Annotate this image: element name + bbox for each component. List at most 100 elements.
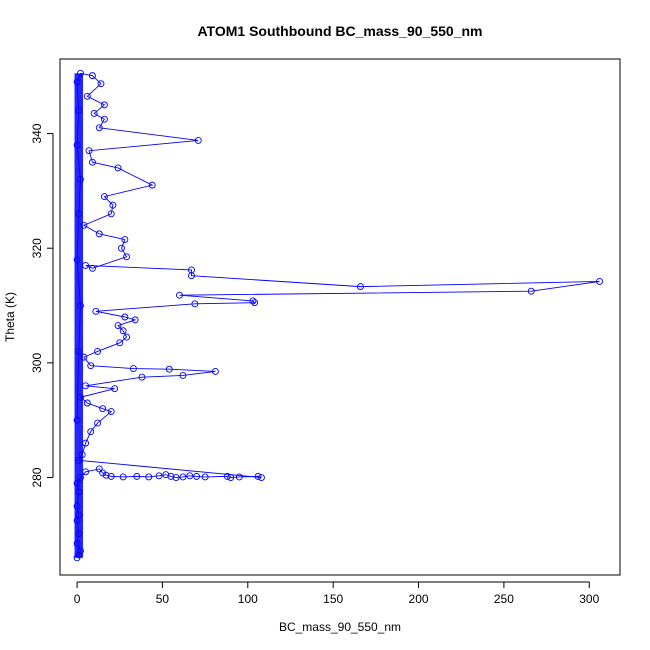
data-point [75,107,83,115]
data-point [87,428,95,436]
data-point [118,244,125,252]
data-point [254,472,262,480]
data-point [73,141,81,149]
data-point [133,472,141,480]
data-point [95,465,103,473]
data-point [77,393,84,401]
series-layer [73,69,603,562]
data-point [73,78,81,86]
data-point [92,307,100,315]
data-point [83,399,91,407]
data-point [100,193,108,201]
data-point [107,472,115,480]
y-tick-label: 300 [30,353,44,373]
y-axis-label: Theta (K) [3,292,17,342]
plot-area-frame [59,58,621,576]
data-point [87,362,95,370]
data-point [121,236,129,244]
dense-point-band [74,73,84,558]
x-tick-label: 200 [409,592,429,606]
data-point [131,316,139,324]
data-point [114,322,122,330]
data-point [78,451,86,459]
data-point [102,471,110,479]
data-point [75,551,83,559]
data-point [194,136,202,144]
data-point [99,405,107,413]
series-line [76,72,600,559]
data-point [129,365,137,373]
data-point [527,287,535,295]
data-point [123,253,131,261]
y-tick-label: 280 [30,467,44,487]
data-point [75,488,83,496]
data-point [107,210,115,218]
data-point [223,472,231,480]
data-point [77,474,84,481]
data-point [75,210,83,218]
data-point [100,101,108,109]
data-point [95,124,103,132]
x-axis: 0 50 100 150 200 250 300 [74,581,600,606]
data-point [596,278,603,285]
data-point [148,181,156,189]
data-point [82,261,90,269]
data-point [258,474,265,481]
y-tick-label: 320 [30,238,44,258]
data-point [90,110,98,117]
data-point [73,479,81,487]
data-point [88,158,96,166]
data-point [251,299,259,307]
chart-title: ATOM1 Southbound BC_mass_90_550_nm [197,23,482,39]
x-axis-label: BC_mass_90_550_nm [279,620,401,634]
data-point [201,473,209,481]
x-tick-label: 150 [323,592,343,606]
data-point [138,373,146,381]
data-point [121,313,129,321]
data-point [193,472,201,480]
x-tick-label: 250 [494,592,514,606]
data-point [211,368,219,375]
data-point [357,283,364,291]
data-point [77,302,84,309]
data-point [97,80,105,88]
data-point [179,473,187,481]
data-point [73,502,81,510]
data-point [235,473,243,481]
data-point [77,69,84,77]
data-point [191,300,199,308]
y-tick-label: 340 [30,123,44,143]
data-point [73,416,81,424]
data-point [109,201,117,209]
data-point [75,456,83,464]
x-tick-label: 300 [579,592,599,606]
x-tick-label: 50 [156,592,170,606]
data-point [77,175,84,183]
data-point [75,347,83,355]
x-tick-label: 0 [74,592,81,606]
data-point [99,469,107,477]
data-point [165,365,173,373]
data-point [75,530,83,538]
data-point [85,147,93,155]
data-point [80,221,88,229]
data-point [88,72,96,80]
data-point [100,115,108,123]
data-point [80,353,88,361]
data-point [75,511,83,519]
data-point [82,468,90,476]
data-point [111,385,119,393]
data-point [176,291,183,299]
data-point [119,327,127,335]
data-point [167,472,175,480]
data-point [94,419,102,427]
y-axis: 280 300 320 340 [30,123,54,488]
data-point [116,339,124,347]
data-point [145,473,153,481]
data-point [114,164,122,172]
data-point [107,408,115,416]
data-point [172,474,180,481]
data-point [77,547,84,555]
